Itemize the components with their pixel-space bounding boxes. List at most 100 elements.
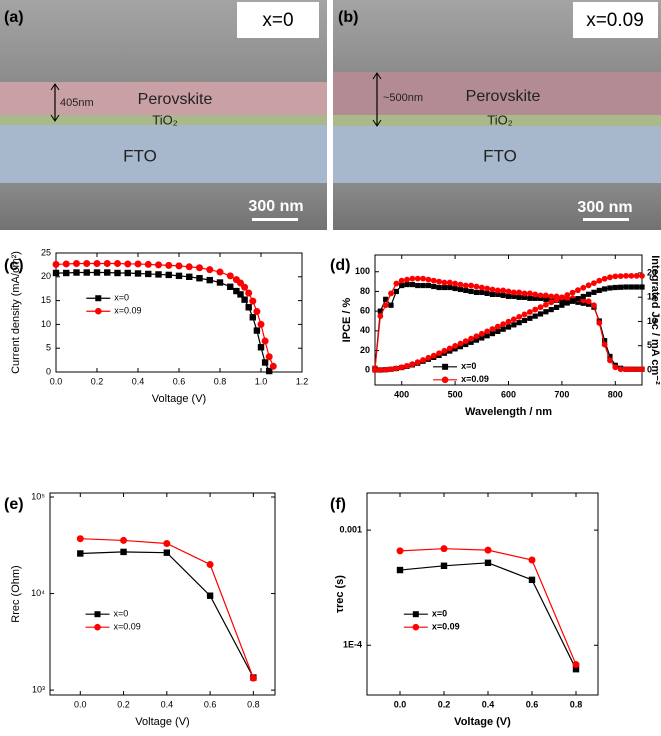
data-point <box>382 302 389 309</box>
data-point <box>457 281 464 288</box>
data-point <box>601 275 608 282</box>
data-point <box>73 269 80 276</box>
data-point <box>633 272 640 279</box>
data-point <box>165 261 173 269</box>
data-point <box>521 290 528 297</box>
data-point <box>261 359 269 366</box>
data-point <box>516 294 522 300</box>
data-point <box>83 259 91 267</box>
data-point <box>596 277 603 284</box>
data-point <box>532 295 538 301</box>
data-point <box>639 366 645 373</box>
image-band <box>333 183 661 230</box>
data-point <box>104 269 111 276</box>
x-tick-label: 0.0 <box>394 699 407 709</box>
data-point <box>511 293 517 299</box>
tio2-layer <box>333 115 661 126</box>
data-point <box>564 292 571 298</box>
legend-marker <box>95 295 102 302</box>
layer-label: TiO₂ <box>152 112 178 127</box>
data-point <box>393 365 400 372</box>
y-tick-label: 40 <box>360 325 370 335</box>
x-tick-label: 0.8 <box>247 699 260 709</box>
thickness-label: ~500nm <box>383 92 423 104</box>
data-point <box>553 304 560 310</box>
data-point <box>473 289 480 296</box>
data-point <box>543 309 549 315</box>
data-point <box>420 282 426 289</box>
data-point <box>623 272 629 279</box>
data-point <box>564 300 570 306</box>
data-point <box>510 289 517 296</box>
data-point <box>607 274 613 281</box>
tio2-layer <box>0 115 327 125</box>
data-point <box>526 290 533 297</box>
data-point <box>388 366 394 373</box>
y2-tick-label: 0 <box>647 364 652 374</box>
data-point <box>404 281 410 288</box>
data-point <box>479 335 485 341</box>
arrow-heads <box>372 72 382 127</box>
legend-marker <box>94 307 102 315</box>
x-tick-label: 0.4 <box>132 376 145 386</box>
data-point <box>404 362 410 369</box>
data-point <box>63 269 70 277</box>
layer-label: TiO₂ <box>487 112 513 127</box>
x-tick-label: 0.2 <box>438 699 451 709</box>
data-point <box>585 282 592 289</box>
data-point <box>537 304 544 311</box>
data-point <box>452 343 458 349</box>
data-point <box>500 292 506 298</box>
data-point <box>618 284 624 290</box>
data-point <box>505 293 512 299</box>
x-tick-label: 0.6 <box>526 699 539 709</box>
data-point <box>479 289 485 296</box>
data-point <box>216 279 224 286</box>
data-point <box>585 298 592 305</box>
data-point <box>586 301 592 307</box>
x-tick-label: 0.6 <box>173 376 186 386</box>
plot-frame <box>49 492 276 696</box>
data-point <box>196 264 203 272</box>
y-tick-label: 10⁴ <box>31 588 45 598</box>
y-tick-label: 20 <box>360 345 370 355</box>
data-point <box>607 357 613 364</box>
data-point <box>120 536 128 544</box>
x-axis-label: Wavelength / nm <box>465 406 552 418</box>
data-point <box>185 263 193 271</box>
data-point <box>457 340 464 347</box>
data-point <box>521 311 528 318</box>
data-point <box>257 344 265 351</box>
data-point <box>478 330 485 337</box>
y-tick-label: 80 <box>360 286 370 296</box>
y-tick-label: 20 <box>41 271 51 281</box>
panel-label: (e) <box>4 496 24 513</box>
plot-frame <box>55 252 303 373</box>
data-point <box>489 286 496 293</box>
data-point <box>76 535 84 543</box>
sem-image-b: (b) x=0.09 ~500nm Perovskite TiO₂ FTO 30… <box>333 0 661 230</box>
data-point <box>528 556 536 564</box>
data-point <box>206 560 214 568</box>
data-point <box>489 291 496 297</box>
data-point <box>607 285 613 291</box>
data-point <box>383 296 389 302</box>
data-point <box>175 262 183 270</box>
data-point <box>505 318 512 325</box>
data-point <box>623 284 629 290</box>
x-tick-label: 0.4 <box>161 699 174 709</box>
data-point <box>415 282 421 289</box>
x-axis-label: Voltage (V) <box>454 716 511 728</box>
data-point <box>216 268 224 276</box>
data-point <box>404 276 410 283</box>
data-point <box>253 327 261 334</box>
plot-frame <box>366 492 599 696</box>
x-tick-label: 0.4 <box>482 699 495 709</box>
data-point <box>93 259 101 267</box>
x-tick-label: 400 <box>394 389 409 399</box>
sample-label: x=0 <box>262 10 293 31</box>
data-point <box>93 269 101 276</box>
data-point <box>505 288 512 295</box>
data-point <box>521 294 528 300</box>
data-point <box>543 296 549 302</box>
